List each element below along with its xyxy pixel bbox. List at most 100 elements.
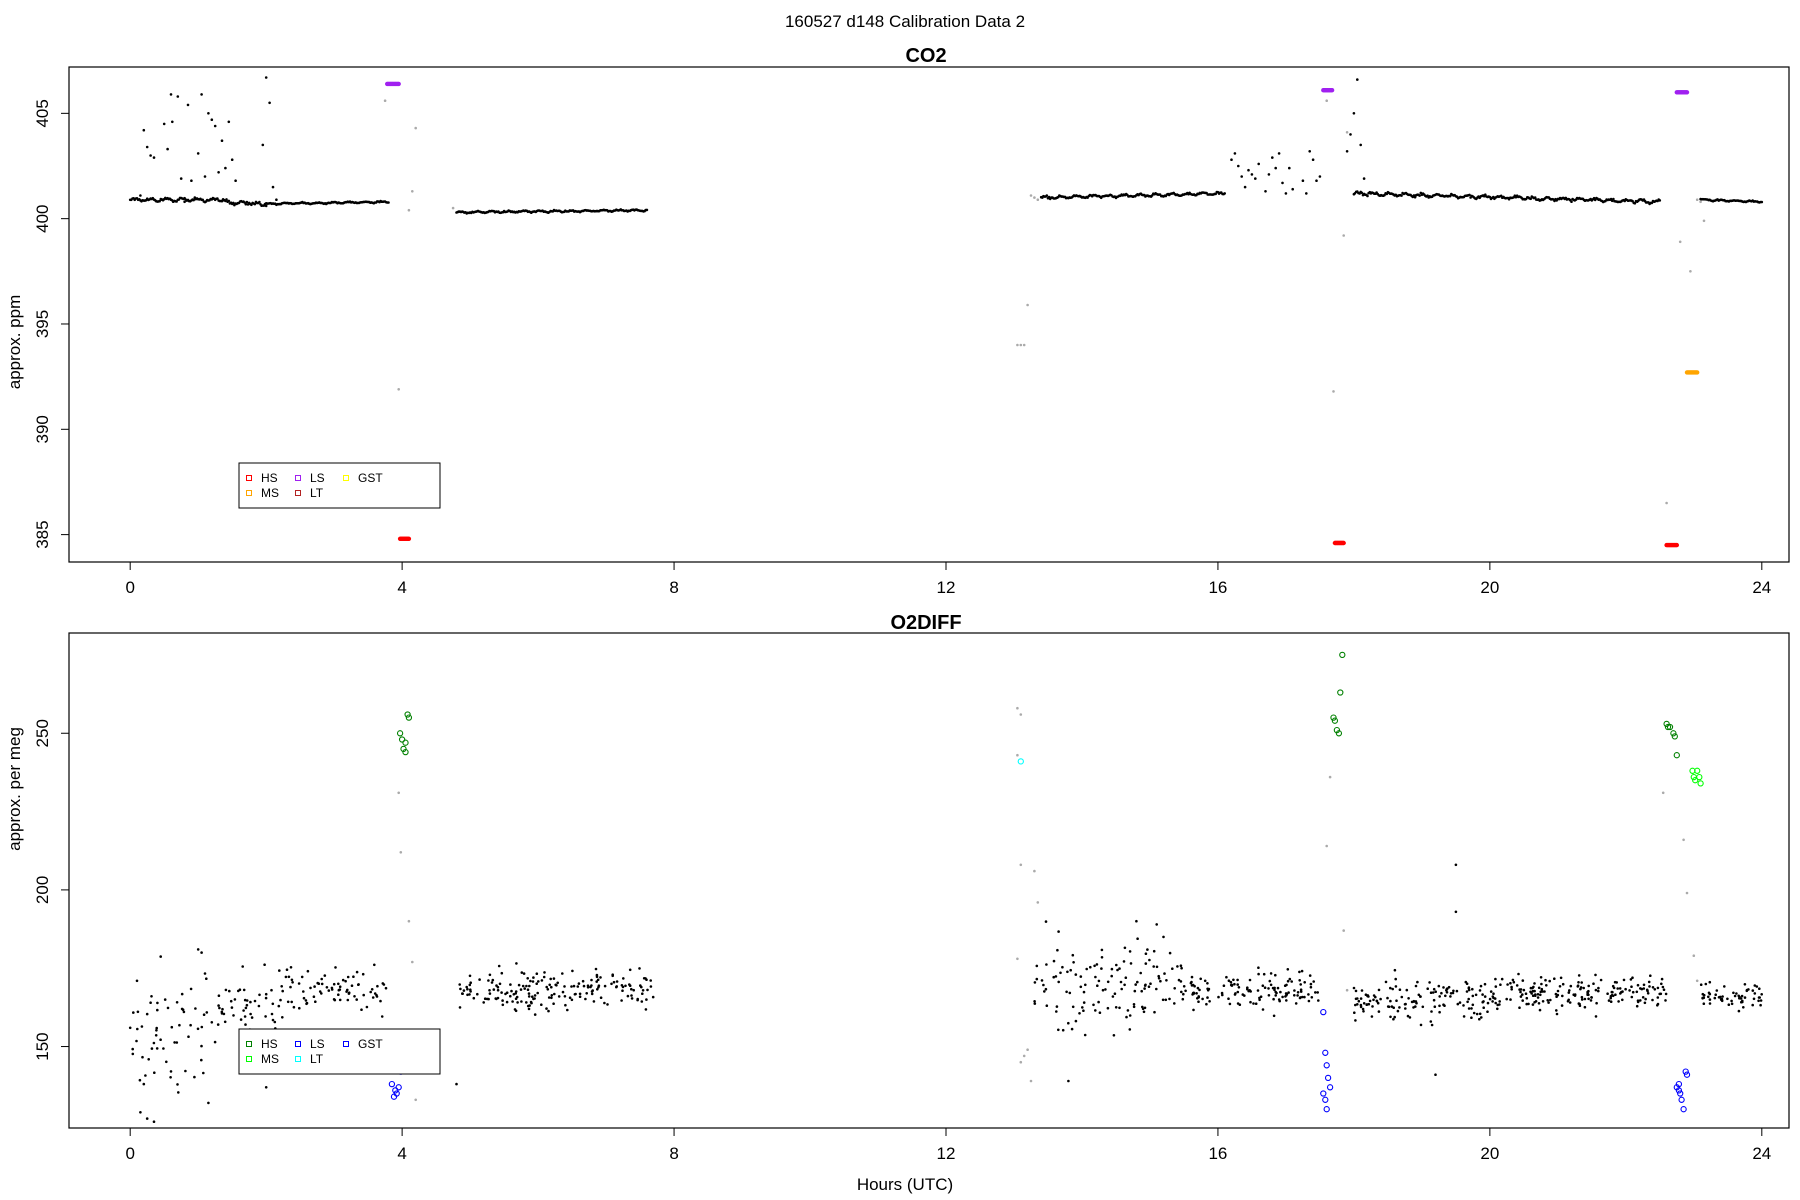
o2diff-data-point: [166, 1006, 170, 1010]
o2diff-data-point: [1111, 995, 1115, 998]
co2-data-point: [1240, 175, 1243, 178]
o2diff-data-point: [531, 980, 535, 983]
o2diff-data-point: [1475, 1012, 1479, 1016]
o2diff-calibration-lt: [1017, 758, 1024, 765]
o2diff-calibration-ls: [1323, 1062, 1330, 1069]
o2diff-data-point: [596, 978, 600, 982]
o2diff-data-point: [337, 993, 340, 996]
co2-data-point: [1237, 164, 1240, 168]
o2diff-data-point: [517, 983, 521, 987]
o2diff-data-point: [1303, 981, 1306, 984]
o2diff-data-point: [1232, 978, 1235, 982]
o2diff-data-point: [1141, 1005, 1144, 1009]
o2diff-data-point: [1057, 930, 1060, 933]
o2diff-data-point: [563, 995, 567, 998]
o2diff-data-point: [1434, 1073, 1437, 1076]
o2diff-data-point: [1098, 1011, 1102, 1014]
o2diff-data-point: [1296, 994, 1299, 997]
o2diff-data-point: [175, 1001, 179, 1004]
o2diff-data-point: [645, 978, 648, 981]
o2diff-data-point: [222, 1012, 226, 1016]
o2diff-data-point: [304, 999, 308, 1002]
o2diff-data-point: [1438, 1004, 1441, 1008]
o2diff-data-point: [1136, 980, 1139, 984]
o2diff-data-point: [1753, 984, 1757, 987]
o2diff-data-point: [1621, 990, 1624, 993]
o2diff-data-point: [1404, 1007, 1407, 1010]
o2diff-data-point: [245, 1003, 249, 1007]
o2diff-data-point: [149, 1001, 152, 1004]
o2diff-data-point: [302, 996, 306, 1000]
o2diff-data-point: [141, 1055, 144, 1059]
o2diff-data-point: [152, 1120, 156, 1123]
o2diff-data-point: [1622, 978, 1626, 982]
o2diff-data-point: [1192, 992, 1196, 995]
o2diff-data-point: [500, 991, 503, 994]
o2diff-data-point: [1499, 983, 1502, 986]
o2diff-data-point: [189, 1023, 192, 1027]
o2diff-flagged-point: [407, 919, 411, 923]
o2diff-data-point: [578, 992, 582, 996]
o2diff-data-point: [1236, 990, 1240, 994]
co2-baseline-point: [1633, 202, 1637, 205]
o2diff-calibration-ms: [1696, 773, 1703, 781]
o2diff-data-point: [1317, 999, 1320, 1002]
o2diff-data-point: [1429, 1020, 1433, 1023]
o2diff-data-point: [287, 975, 291, 979]
o2diff-data-point: [651, 995, 655, 999]
o2diff-calibration-ls: [1683, 1071, 1691, 1078]
o2diff-data-point: [286, 1000, 290, 1004]
o2diff-data-point: [205, 977, 208, 980]
o2diff-data-point: [1106, 1006, 1110, 1010]
co2-data-point: [1254, 177, 1257, 180]
o2diff-calibration-ls: [393, 1090, 400, 1097]
o2diff-data-point: [1548, 979, 1551, 983]
o2diff-data-point: [1391, 987, 1394, 991]
co2-baseline-point: [1760, 200, 1764, 204]
o2diff-data-point: [180, 992, 184, 996]
o2diff-data-point: [1389, 1015, 1392, 1019]
o2diff-data-point: [1257, 972, 1260, 976]
o2diff-data-point: [641, 989, 645, 992]
o2diff-points: [128, 706, 1763, 1123]
o2diff-data-point: [216, 1023, 220, 1026]
o2diff-y-axis: 150 200 250: [33, 719, 70, 1061]
o2diff-data-point: [469, 981, 473, 984]
o2diff-data-point: [1044, 920, 1048, 923]
o2diff-data-point: [1303, 995, 1306, 999]
o2diff-data-point: [1727, 1003, 1731, 1006]
o2diff-data-point: [622, 977, 625, 980]
o2diff-data-point: [202, 1071, 205, 1075]
o2diff-data-point: [1478, 1012, 1482, 1016]
o2diff-data-point: [1512, 980, 1516, 984]
o2diff-x-tick-label: 8: [669, 1144, 678, 1163]
o2diff-data-point: [1128, 950, 1132, 953]
o2diff-data-point: [1357, 999, 1361, 1003]
o2diff-data-point: [1658, 992, 1661, 996]
co2-data-point: [1305, 192, 1308, 195]
o2diff-data-point: [178, 1023, 181, 1027]
o2diff-data-point: [1539, 993, 1542, 997]
co2-flagged-point: [1029, 194, 1033, 197]
o2diff-data-point: [1082, 1001, 1086, 1004]
o2diff-data-point: [1236, 983, 1239, 986]
o2diff-data-point: [305, 1002, 308, 1006]
o2diff-data-point: [200, 1044, 203, 1048]
o2diff-data-point: [1509, 998, 1512, 1001]
o2diff-calibration-ls: [1677, 1090, 1684, 1097]
o2diff-data-point: [138, 1078, 142, 1082]
o2diff-data-point: [346, 975, 350, 979]
o2diff-data-point: [1100, 956, 1104, 959]
o2diff-data-point: [1465, 982, 1469, 985]
o2diff-data-point: [1094, 1009, 1097, 1012]
co2-flagged-point: [1033, 196, 1036, 199]
o2diff-data-point: [1065, 990, 1068, 994]
o2diff-data-point: [596, 988, 599, 991]
o2diff-data-point: [1471, 987, 1474, 991]
co2-baseline-point: [1533, 196, 1537, 199]
o2diff-data-point: [1730, 1002, 1734, 1006]
o2diff-data-point: [1033, 981, 1037, 984]
o2diff-data-point: [1100, 948, 1104, 952]
o2diff-data-point: [1249, 990, 1252, 993]
o2diff-data-point: [501, 999, 504, 1002]
